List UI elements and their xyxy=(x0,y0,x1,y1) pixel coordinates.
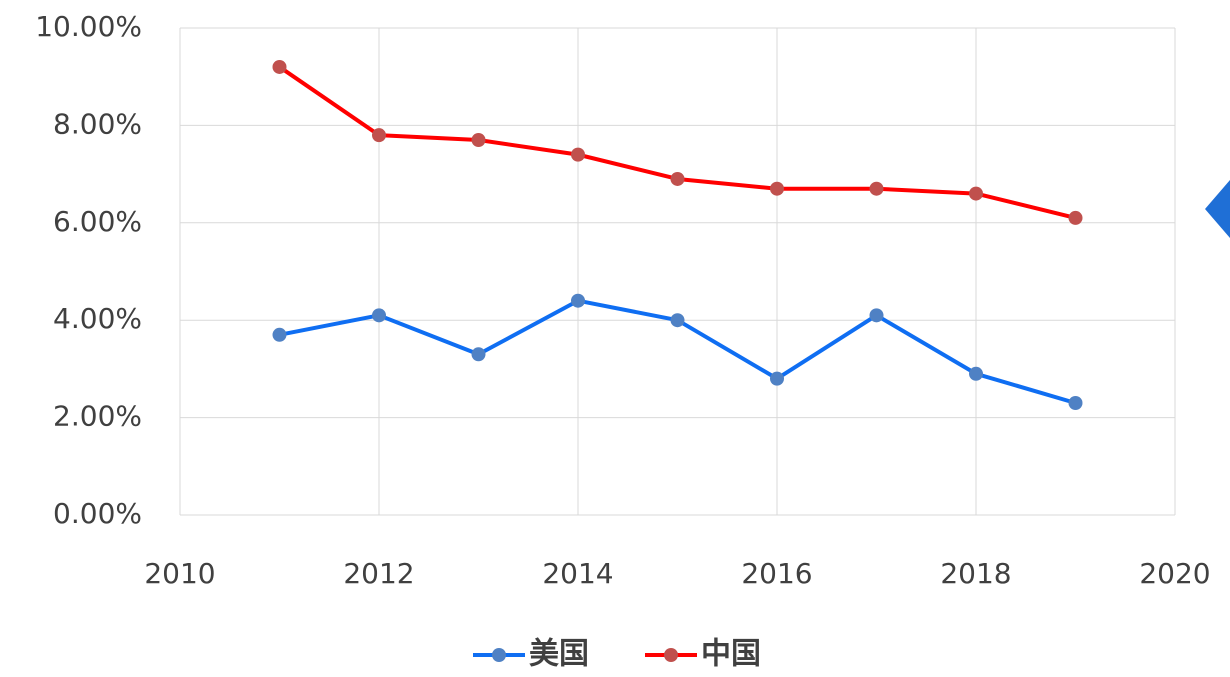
point xyxy=(571,147,585,162)
point xyxy=(372,308,386,323)
point xyxy=(670,313,685,328)
point xyxy=(571,293,585,308)
point xyxy=(670,171,685,186)
point xyxy=(770,371,784,386)
y-tick-label: 4.00% xyxy=(53,302,142,335)
y-tick-label: 10.00% xyxy=(35,10,142,43)
x-tick-label: 2018 xyxy=(940,557,1011,590)
y-tick-label: 6.00% xyxy=(53,205,142,238)
x-tick-label: 2012 xyxy=(343,557,414,590)
legend-marker xyxy=(664,648,678,662)
point xyxy=(770,181,784,196)
legend-label: 美国 xyxy=(529,637,589,672)
decoration xyxy=(1205,180,1230,238)
y-tick-label: 2.00% xyxy=(53,400,142,433)
point xyxy=(969,366,983,381)
x-tick-label: 2020 xyxy=(1139,557,1210,590)
x-tick-label: 2014 xyxy=(542,557,613,590)
point xyxy=(372,128,386,143)
point xyxy=(471,347,486,362)
legend-label: 中国 xyxy=(701,637,761,672)
x-tick-label: 2016 xyxy=(741,557,812,590)
point xyxy=(1068,395,1083,410)
legend-marker xyxy=(492,648,506,662)
point xyxy=(471,133,486,148)
series-line xyxy=(278,65,1076,220)
y-tick-label: 8.00% xyxy=(53,107,142,140)
point xyxy=(272,59,287,74)
x-tick-label: 2010 xyxy=(144,557,215,590)
point xyxy=(869,308,884,323)
point xyxy=(1068,210,1083,225)
point xyxy=(869,181,884,196)
y-tick-label: 0.00% xyxy=(53,497,142,530)
point xyxy=(969,186,983,201)
point xyxy=(272,327,287,342)
